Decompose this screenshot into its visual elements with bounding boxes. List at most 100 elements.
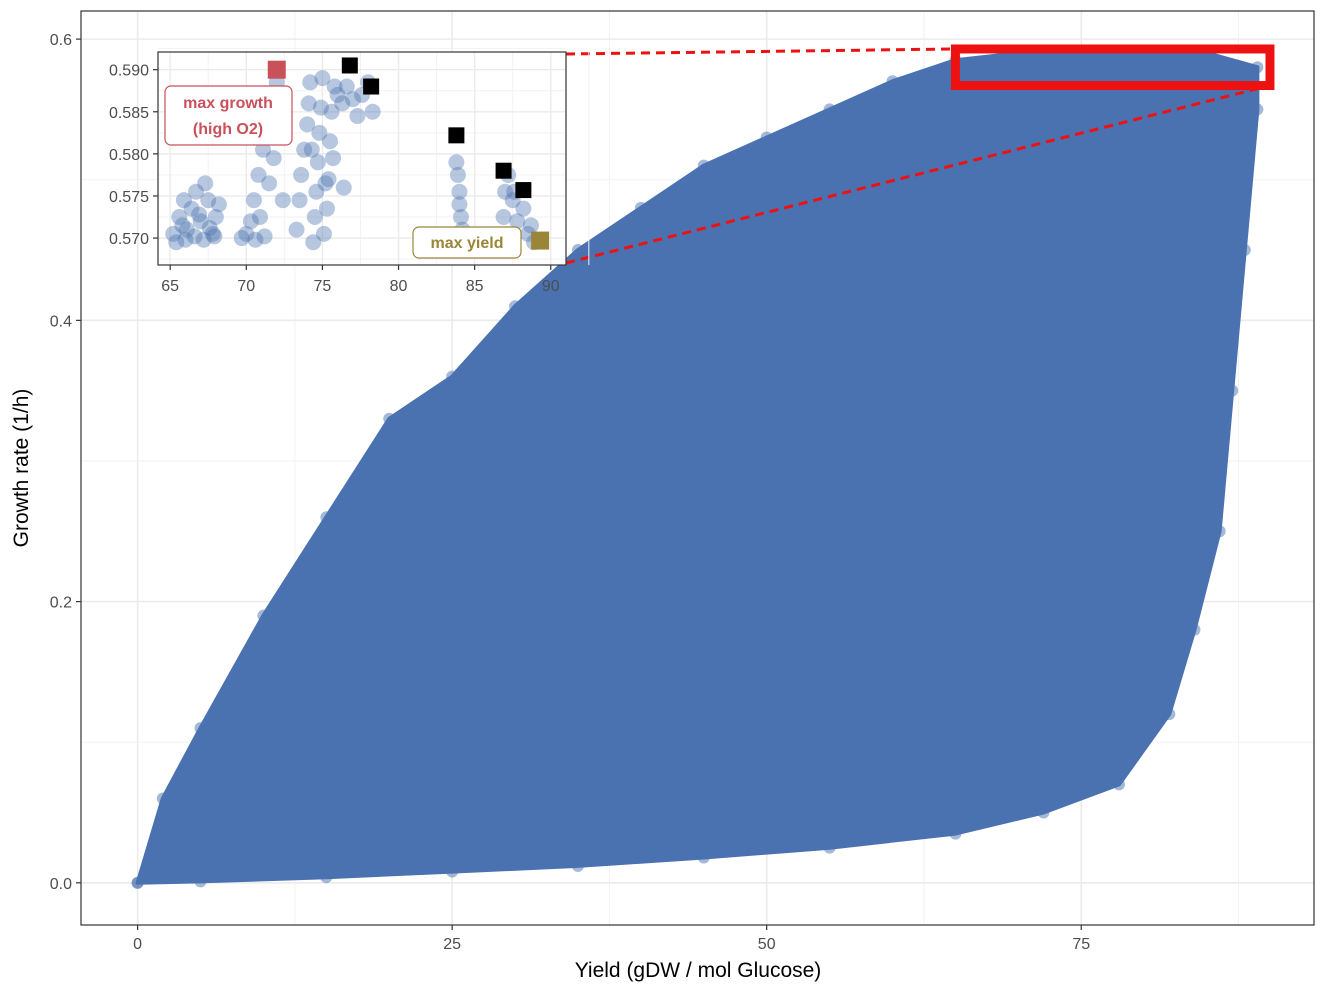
scatter-point <box>509 300 522 313</box>
inset-scatter-point <box>288 221 305 238</box>
x-tick-label: 75 <box>1072 936 1090 953</box>
inset-scatter-point <box>349 107 366 124</box>
inset-scatter-point <box>247 231 264 248</box>
inset-scatter-point <box>293 166 310 183</box>
inset-scatter-point <box>495 209 512 226</box>
inset-scatter-point <box>174 217 191 234</box>
scatter-point <box>1037 806 1050 819</box>
scatter-point <box>823 841 836 854</box>
x-tick-label: 0 <box>133 936 142 953</box>
inset-scatter-point <box>334 95 351 112</box>
inset-scatter-point <box>314 70 331 87</box>
inset-scatter-point <box>309 154 326 171</box>
inset-scatter-point <box>299 116 316 133</box>
inset-marker-square <box>515 182 532 199</box>
inset-scatter-point <box>175 192 192 209</box>
scatter-point <box>760 131 773 144</box>
inset-scatter-point <box>291 192 308 209</box>
inset-scatter-point <box>449 166 466 183</box>
max-yield-label: max yield <box>412 226 522 259</box>
inset-scatter-point <box>306 209 323 226</box>
x-tick-label: 50 <box>758 936 776 953</box>
x-axis-title: Yield (gDW / mol Glucose) <box>575 959 822 982</box>
scatter-point <box>1213 525 1226 538</box>
zoom-region-box <box>950 44 1275 91</box>
inset-scatter-point <box>252 209 268 226</box>
inset-scatter-point <box>364 103 381 120</box>
inset-scatter-point <box>323 103 340 120</box>
inset-scatter-point <box>451 196 468 213</box>
inset-scatter-point <box>233 230 250 247</box>
inset-scatter-point <box>302 74 319 91</box>
main-axis-ticks: 0 25 50 75 0.0 0.2 0.4 0.6 <box>50 32 1090 953</box>
scatter-point <box>194 875 207 888</box>
zoom-connector-bottom <box>565 84 1271 265</box>
x-tick-label: 25 <box>443 936 461 953</box>
max-growth-label: max growth (high O2) <box>164 85 293 146</box>
inset-marker-square <box>448 127 465 144</box>
inset-scatter-point <box>515 200 532 217</box>
scatter-point <box>1112 778 1125 791</box>
scatter-point <box>1226 384 1239 397</box>
scatter-point <box>320 511 333 524</box>
inset-scatter-point <box>335 179 352 196</box>
inset-scatter-point <box>178 221 195 238</box>
inset-scatter-point <box>451 183 468 200</box>
scatter-point <box>446 865 459 878</box>
inset-scatter-point <box>242 213 259 230</box>
scatter-point <box>823 103 836 116</box>
inset-marker-square <box>341 57 358 74</box>
inset-scatter-point <box>188 183 205 200</box>
inset-marker-square <box>495 162 512 179</box>
scatter-point <box>697 851 710 864</box>
inset-scatter-point <box>200 192 217 209</box>
y-tick-label: 0.6 <box>50 32 72 49</box>
inset-y-tick-label: 0.575 <box>109 189 149 206</box>
scatter-point <box>886 75 899 88</box>
inset-scatter-point <box>274 192 291 209</box>
y-tick-label: 0.2 <box>50 595 72 612</box>
max-growth-label-line1: max growth <box>183 95 273 112</box>
inset-axis-ticks: 65 70 75 80 85 90 0.570 0.575 0.580 0.585 0.590 <box>109 63 560 295</box>
inset-scatter-point <box>344 91 361 108</box>
inset-scatter-point <box>186 228 203 245</box>
scatter-point <box>697 159 710 172</box>
inset-scatter-point <box>192 213 209 230</box>
inset-scatter-point <box>245 192 262 209</box>
inset-scatter-point <box>206 228 223 245</box>
inset-x-tick-label: 75 <box>314 278 332 295</box>
scatter-point <box>446 370 459 383</box>
scatter-point <box>131 876 144 889</box>
inset-scatter-point <box>261 175 278 192</box>
y-axis-title: Growth rate (1/h) <box>10 389 33 548</box>
scatter-point <box>571 244 584 257</box>
inset-marker-square <box>363 78 380 95</box>
inset-scatter-point <box>317 175 334 192</box>
main-plot-area <box>131 47 1264 889</box>
inset-scatter-point <box>250 166 267 183</box>
main-panel-border <box>80 10 1315 926</box>
inset-x-tick-label: 70 <box>237 278 255 295</box>
y-tick-label: 0.4 <box>50 313 72 330</box>
inset-scatter-point <box>255 141 272 158</box>
inset-scatter-point <box>329 86 346 103</box>
max-growth-point <box>267 60 286 79</box>
inset-x-tick-label: 85 <box>466 278 484 295</box>
scatter-point <box>1251 103 1264 116</box>
inset-scatter-point <box>311 124 328 141</box>
inset-scatter-point <box>168 234 185 251</box>
scatter-point <box>194 722 207 735</box>
scatter-point <box>257 609 270 622</box>
inset-scatter-point <box>207 209 224 226</box>
inset-scatter-point <box>308 183 325 200</box>
inset-scatter-point <box>322 133 339 150</box>
inset-scatter-point <box>452 209 469 226</box>
inset-x-tick-label: 80 <box>390 278 408 295</box>
scatter-point <box>320 871 333 884</box>
inset-scatter-point <box>338 78 355 95</box>
scatter-point <box>1188 623 1201 636</box>
inset-y-tick-label: 0.570 <box>109 231 149 248</box>
inset-x-tick-label: 90 <box>542 278 560 295</box>
inset-scatter-point <box>497 183 514 200</box>
